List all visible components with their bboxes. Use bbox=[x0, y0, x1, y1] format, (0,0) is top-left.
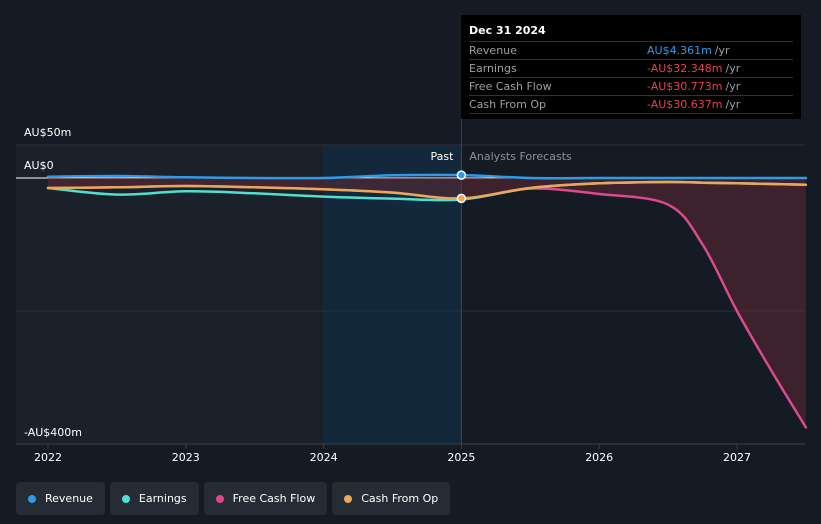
legend-item-cash-from-op[interactable]: Cash From Op bbox=[332, 482, 451, 515]
forecast-label: Analysts Forecasts bbox=[469, 150, 572, 163]
legend: Revenue Earnings Free Cash Flow Cash Fro… bbox=[16, 482, 451, 515]
series-line-revenue bbox=[46, 173, 808, 180]
legend-label: Free Cash Flow bbox=[232, 492, 316, 505]
tooltip-value: -AU$30.773m bbox=[647, 80, 723, 93]
series-line-cash-from-op bbox=[46, 180, 808, 200]
tooltip-unit: /yr bbox=[725, 98, 741, 111]
cash-from-op-marker bbox=[456, 193, 467, 204]
tooltip-unit: /yr bbox=[714, 44, 730, 57]
tooltip-row-revenue: Revenue AU$4.361m /yr bbox=[469, 41, 793, 59]
tooltip-label: Cash From Op bbox=[469, 98, 547, 111]
highlight-band bbox=[323, 145, 462, 444]
free-cash-flow-area bbox=[48, 178, 806, 428]
legend-label: Cash From Op bbox=[361, 492, 439, 505]
x-tick-label: 2027 bbox=[723, 451, 751, 464]
tooltip-value: AU$4.361m bbox=[647, 44, 712, 57]
series-lines bbox=[46, 173, 808, 429]
tooltip-row-free-cash-flow: Free Cash Flow -AU$30.773m /yr bbox=[469, 77, 793, 95]
x-tick-label: 2024 bbox=[310, 451, 338, 464]
legend-dot-icon bbox=[121, 494, 130, 503]
legend-label: Earnings bbox=[138, 492, 187, 505]
x-tick-label: 2022 bbox=[34, 451, 62, 464]
past-label: Past bbox=[430, 150, 454, 163]
tooltip-unit: /yr bbox=[725, 80, 741, 93]
legend-dot-icon bbox=[215, 494, 224, 503]
y-axis-labels: AU$50m AU$0 -AU$400m bbox=[24, 126, 82, 439]
legend-dot-icon bbox=[28, 494, 36, 503]
legend-item-revenue[interactable]: Revenue bbox=[16, 482, 105, 515]
tooltip-value: -AU$32.348m bbox=[647, 62, 723, 75]
legend-dot-icon bbox=[344, 494, 353, 503]
x-tick-label: 2023 bbox=[172, 451, 200, 464]
legend-item-earnings[interactable]: Earnings bbox=[109, 482, 199, 515]
tooltip-unit: /yr bbox=[725, 62, 741, 75]
tooltip-label: Free Cash Flow bbox=[469, 80, 552, 93]
x-tick-label: 2025 bbox=[447, 451, 475, 464]
tooltip-row-cash-from-op: Cash From Op -AU$30.637m /yr bbox=[469, 95, 793, 114]
y-axis-label: -AU$400m bbox=[24, 426, 82, 439]
series-areas bbox=[48, 178, 806, 428]
legend-item-free-cash-flow[interactable]: Free Cash Flow bbox=[203, 482, 328, 515]
x-tick-label: 2026 bbox=[585, 451, 613, 464]
tooltip-value: -AU$30.637m bbox=[647, 98, 723, 111]
tooltip-label: Revenue bbox=[469, 44, 517, 57]
y-axis-label: AU$50m bbox=[24, 126, 71, 139]
revenue-marker bbox=[456, 170, 467, 180]
x-axis-ticks: 2022 2023 2024 2025 2026 2027 bbox=[34, 444, 751, 464]
tooltip-date: Dec 31 2024 bbox=[469, 24, 546, 37]
tooltip-markers bbox=[456, 170, 467, 204]
y-axis-label: AU$0 bbox=[24, 159, 54, 172]
tooltip-row-earnings: Earnings -AU$32.348m /yr bbox=[469, 59, 793, 77]
tooltip-label: Earnings bbox=[469, 62, 517, 75]
tooltip: Dec 31 2024 Revenue AU$4.361m /yr Earnin… bbox=[461, 15, 801, 119]
legend-label: Revenue bbox=[45, 492, 93, 505]
